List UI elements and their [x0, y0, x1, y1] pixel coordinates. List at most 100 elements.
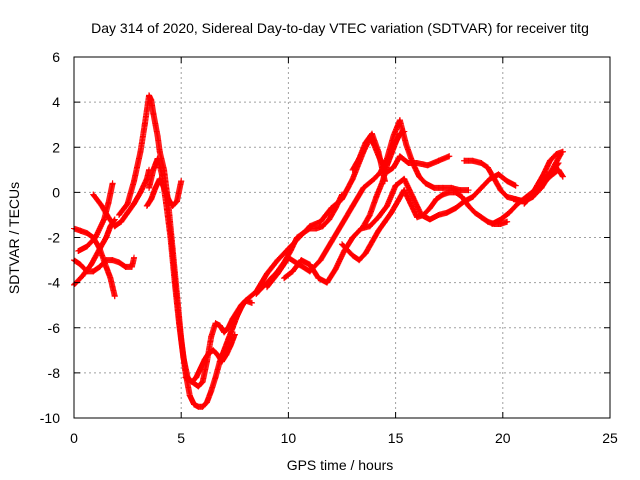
- data-point: [388, 209, 395, 216]
- data-point: [103, 257, 110, 264]
- data-point: [150, 110, 157, 117]
- data-point: [238, 302, 245, 309]
- data-point: [366, 223, 373, 230]
- data-point: [491, 175, 498, 182]
- data-point: [90, 191, 97, 198]
- data-point: [401, 128, 408, 135]
- data-point: [414, 214, 421, 221]
- data-point: [83, 229, 90, 236]
- data-point: [169, 202, 176, 209]
- data-point: [420, 211, 427, 218]
- data-point: [396, 117, 403, 124]
- data-point: [212, 320, 219, 327]
- y-tick-label: -8: [48, 365, 61, 381]
- data-point: [349, 252, 356, 259]
- series-track-11: [253, 191, 345, 297]
- data-point: [171, 279, 178, 286]
- data-point: [381, 218, 388, 225]
- x-tick-label: 5: [177, 430, 185, 446]
- data-point: [439, 191, 446, 198]
- data-point: [221, 329, 228, 336]
- data-point: [289, 268, 296, 275]
- data-point: [489, 220, 496, 227]
- data-point: [540, 171, 547, 178]
- data-point: [401, 187, 408, 194]
- data-point: [529, 191, 536, 198]
- data-point: [191, 401, 198, 408]
- data-point: [356, 257, 363, 264]
- data-point: [124, 209, 131, 216]
- data-point: [131, 178, 138, 185]
- y-tick-label: -2: [48, 230, 61, 246]
- data-point: [469, 157, 476, 164]
- data-point: [109, 180, 116, 187]
- data-point: [435, 211, 442, 218]
- data-point: [435, 157, 442, 164]
- data-point: [504, 218, 511, 225]
- data-point: [116, 211, 123, 218]
- data-point: [422, 180, 429, 187]
- data-point: [497, 187, 504, 194]
- data-point: [416, 173, 423, 180]
- data-point: [510, 196, 517, 203]
- data-point: [128, 263, 135, 270]
- data-point: [504, 193, 511, 200]
- data-point: [148, 96, 155, 103]
- data-point: [392, 139, 399, 146]
- data-point: [152, 121, 159, 128]
- data-point: [161, 184, 168, 191]
- data-point: [388, 151, 395, 158]
- data-point: [478, 184, 485, 191]
- data-point: [287, 248, 294, 255]
- data-point: [471, 209, 478, 216]
- data-point: [111, 293, 118, 300]
- x-axis-ticks: 0 5 10 15 20 25: [70, 57, 618, 446]
- data-point: [208, 333, 215, 340]
- x-tick-label: 20: [495, 430, 511, 446]
- data-point: [375, 214, 382, 221]
- y-tick-label: 6: [52, 49, 60, 65]
- data-point: [512, 182, 519, 189]
- x-tick-label: 25: [602, 430, 618, 446]
- data-point: [332, 205, 339, 212]
- data-point: [390, 164, 397, 171]
- data-point: [96, 263, 103, 270]
- data-point: [452, 189, 459, 196]
- data-point: [210, 347, 217, 354]
- data-points: [71, 92, 566, 410]
- data-point: [193, 374, 200, 381]
- x-tick-label: 10: [281, 430, 297, 446]
- data-point: [553, 151, 560, 158]
- data-point: [469, 193, 476, 200]
- data-point: [77, 261, 84, 268]
- data-point: [118, 218, 125, 225]
- series-track-20: [521, 166, 566, 207]
- data-point: [263, 270, 270, 277]
- data-point: [146, 92, 153, 99]
- data-point: [392, 182, 399, 189]
- data-point: [122, 263, 129, 270]
- data-point: [105, 200, 112, 207]
- data-point: [182, 374, 189, 381]
- data-point: [150, 166, 157, 173]
- data-point: [163, 200, 170, 207]
- series-track-14: [339, 187, 511, 264]
- data-point: [197, 365, 204, 372]
- data-point: [521, 200, 528, 207]
- data-point: [223, 351, 230, 358]
- data-point: [439, 184, 446, 191]
- y-tick-label: 2: [52, 139, 60, 155]
- data-point: [366, 211, 373, 218]
- data-point: [371, 175, 378, 182]
- data-point: [167, 234, 174, 241]
- data-point: [349, 234, 356, 241]
- data-point: [131, 254, 138, 261]
- data-point: [253, 290, 260, 297]
- series-track-16: [349, 130, 388, 185]
- data-point: [484, 218, 491, 225]
- data-point: [75, 248, 82, 255]
- data-point: [116, 259, 123, 266]
- data-point: [339, 220, 345, 227]
- data-point: [92, 234, 99, 241]
- data-point: [504, 178, 511, 185]
